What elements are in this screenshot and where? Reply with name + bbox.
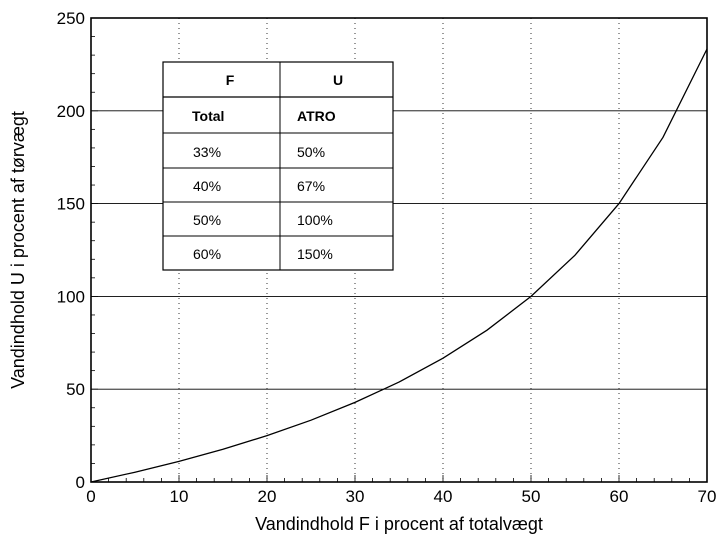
x-tick-label: 0 bbox=[86, 487, 95, 506]
x-tick-label: 50 bbox=[522, 487, 541, 506]
table-header-u: U bbox=[333, 72, 343, 88]
y-tick-label: 50 bbox=[66, 380, 85, 399]
x-tick-label: 20 bbox=[258, 487, 277, 506]
table-subheader-total: Total bbox=[192, 108, 224, 124]
table-cell: 67% bbox=[297, 178, 325, 194]
y-tick-label: 100 bbox=[57, 287, 85, 306]
table-cell: 150% bbox=[297, 246, 333, 262]
table-cell: 50% bbox=[193, 212, 221, 228]
x-tick-label: 70 bbox=[698, 487, 717, 506]
table-cell: 33% bbox=[193, 144, 221, 160]
y-tick-label: 0 bbox=[76, 473, 85, 492]
y-tick-label: 200 bbox=[57, 102, 85, 121]
y-axis-label: Vandindhold U i procent af tørvægt bbox=[8, 111, 28, 389]
x-axis-label: Vandindhold F i procent af totalvægt bbox=[255, 514, 543, 534]
table-header-f: F bbox=[226, 72, 235, 88]
table-cell: 100% bbox=[297, 212, 333, 228]
table-cell: 40% bbox=[193, 178, 221, 194]
series-line bbox=[90, 48, 708, 483]
table-cell: 50% bbox=[297, 144, 325, 160]
x-tick-label: 30 bbox=[346, 487, 365, 506]
table-cell: 60% bbox=[193, 246, 221, 262]
y-tick-label: 150 bbox=[57, 195, 85, 214]
table-subheader-atro: ATRO bbox=[297, 108, 336, 124]
y-tick-label: 250 bbox=[57, 9, 85, 28]
series-group bbox=[90, 48, 708, 483]
x-tick-label: 40 bbox=[434, 487, 453, 506]
table-frame bbox=[162, 61, 394, 271]
axis-ticks: 0 10 20 30 40 50 60 70 0 50 100 150 200 250 bbox=[57, 9, 717, 506]
x-tick-label: 60 bbox=[610, 487, 629, 506]
data-table: F U Total ATRO 33% 50% 40% 67% 50% 100% … bbox=[162, 61, 394, 271]
x-tick-label: 10 bbox=[170, 487, 189, 506]
